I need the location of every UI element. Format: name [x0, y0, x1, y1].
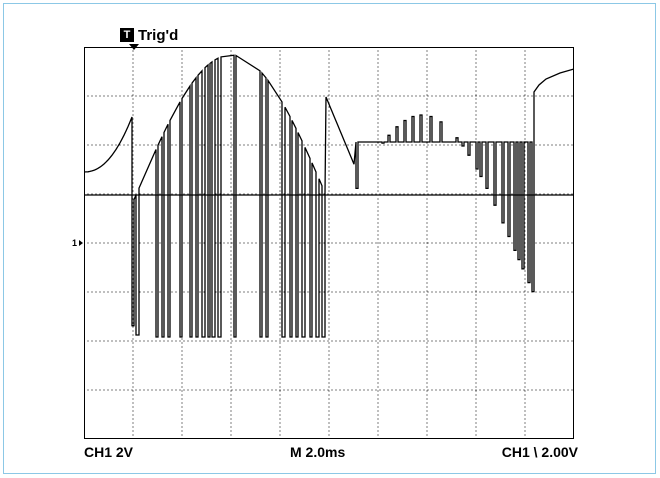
trigger-level-readout: CH1 \ 2.00V	[501, 444, 578, 460]
trigger-status-text: Trig'd	[138, 26, 179, 44]
readout-bar: CH1 2V M 2.0ms CH1 \ 2.00V	[84, 444, 578, 462]
scope-display	[84, 47, 574, 439]
status-bar: T Trig'd	[84, 25, 178, 45]
waveform-graticule	[84, 47, 574, 439]
channel-1-ground-marker: 1	[72, 238, 84, 248]
channel-scale-readout: CH1 2V	[84, 444, 134, 460]
trigger-status-icon: T	[120, 28, 134, 42]
channel-1-trace	[84, 54, 574, 338]
channel-marker-arrow-icon	[79, 240, 84, 246]
timebase-readout: M 2.0ms	[290, 444, 346, 460]
graticule-grid	[84, 47, 573, 439]
channel-marker-label: 1	[72, 238, 78, 248]
